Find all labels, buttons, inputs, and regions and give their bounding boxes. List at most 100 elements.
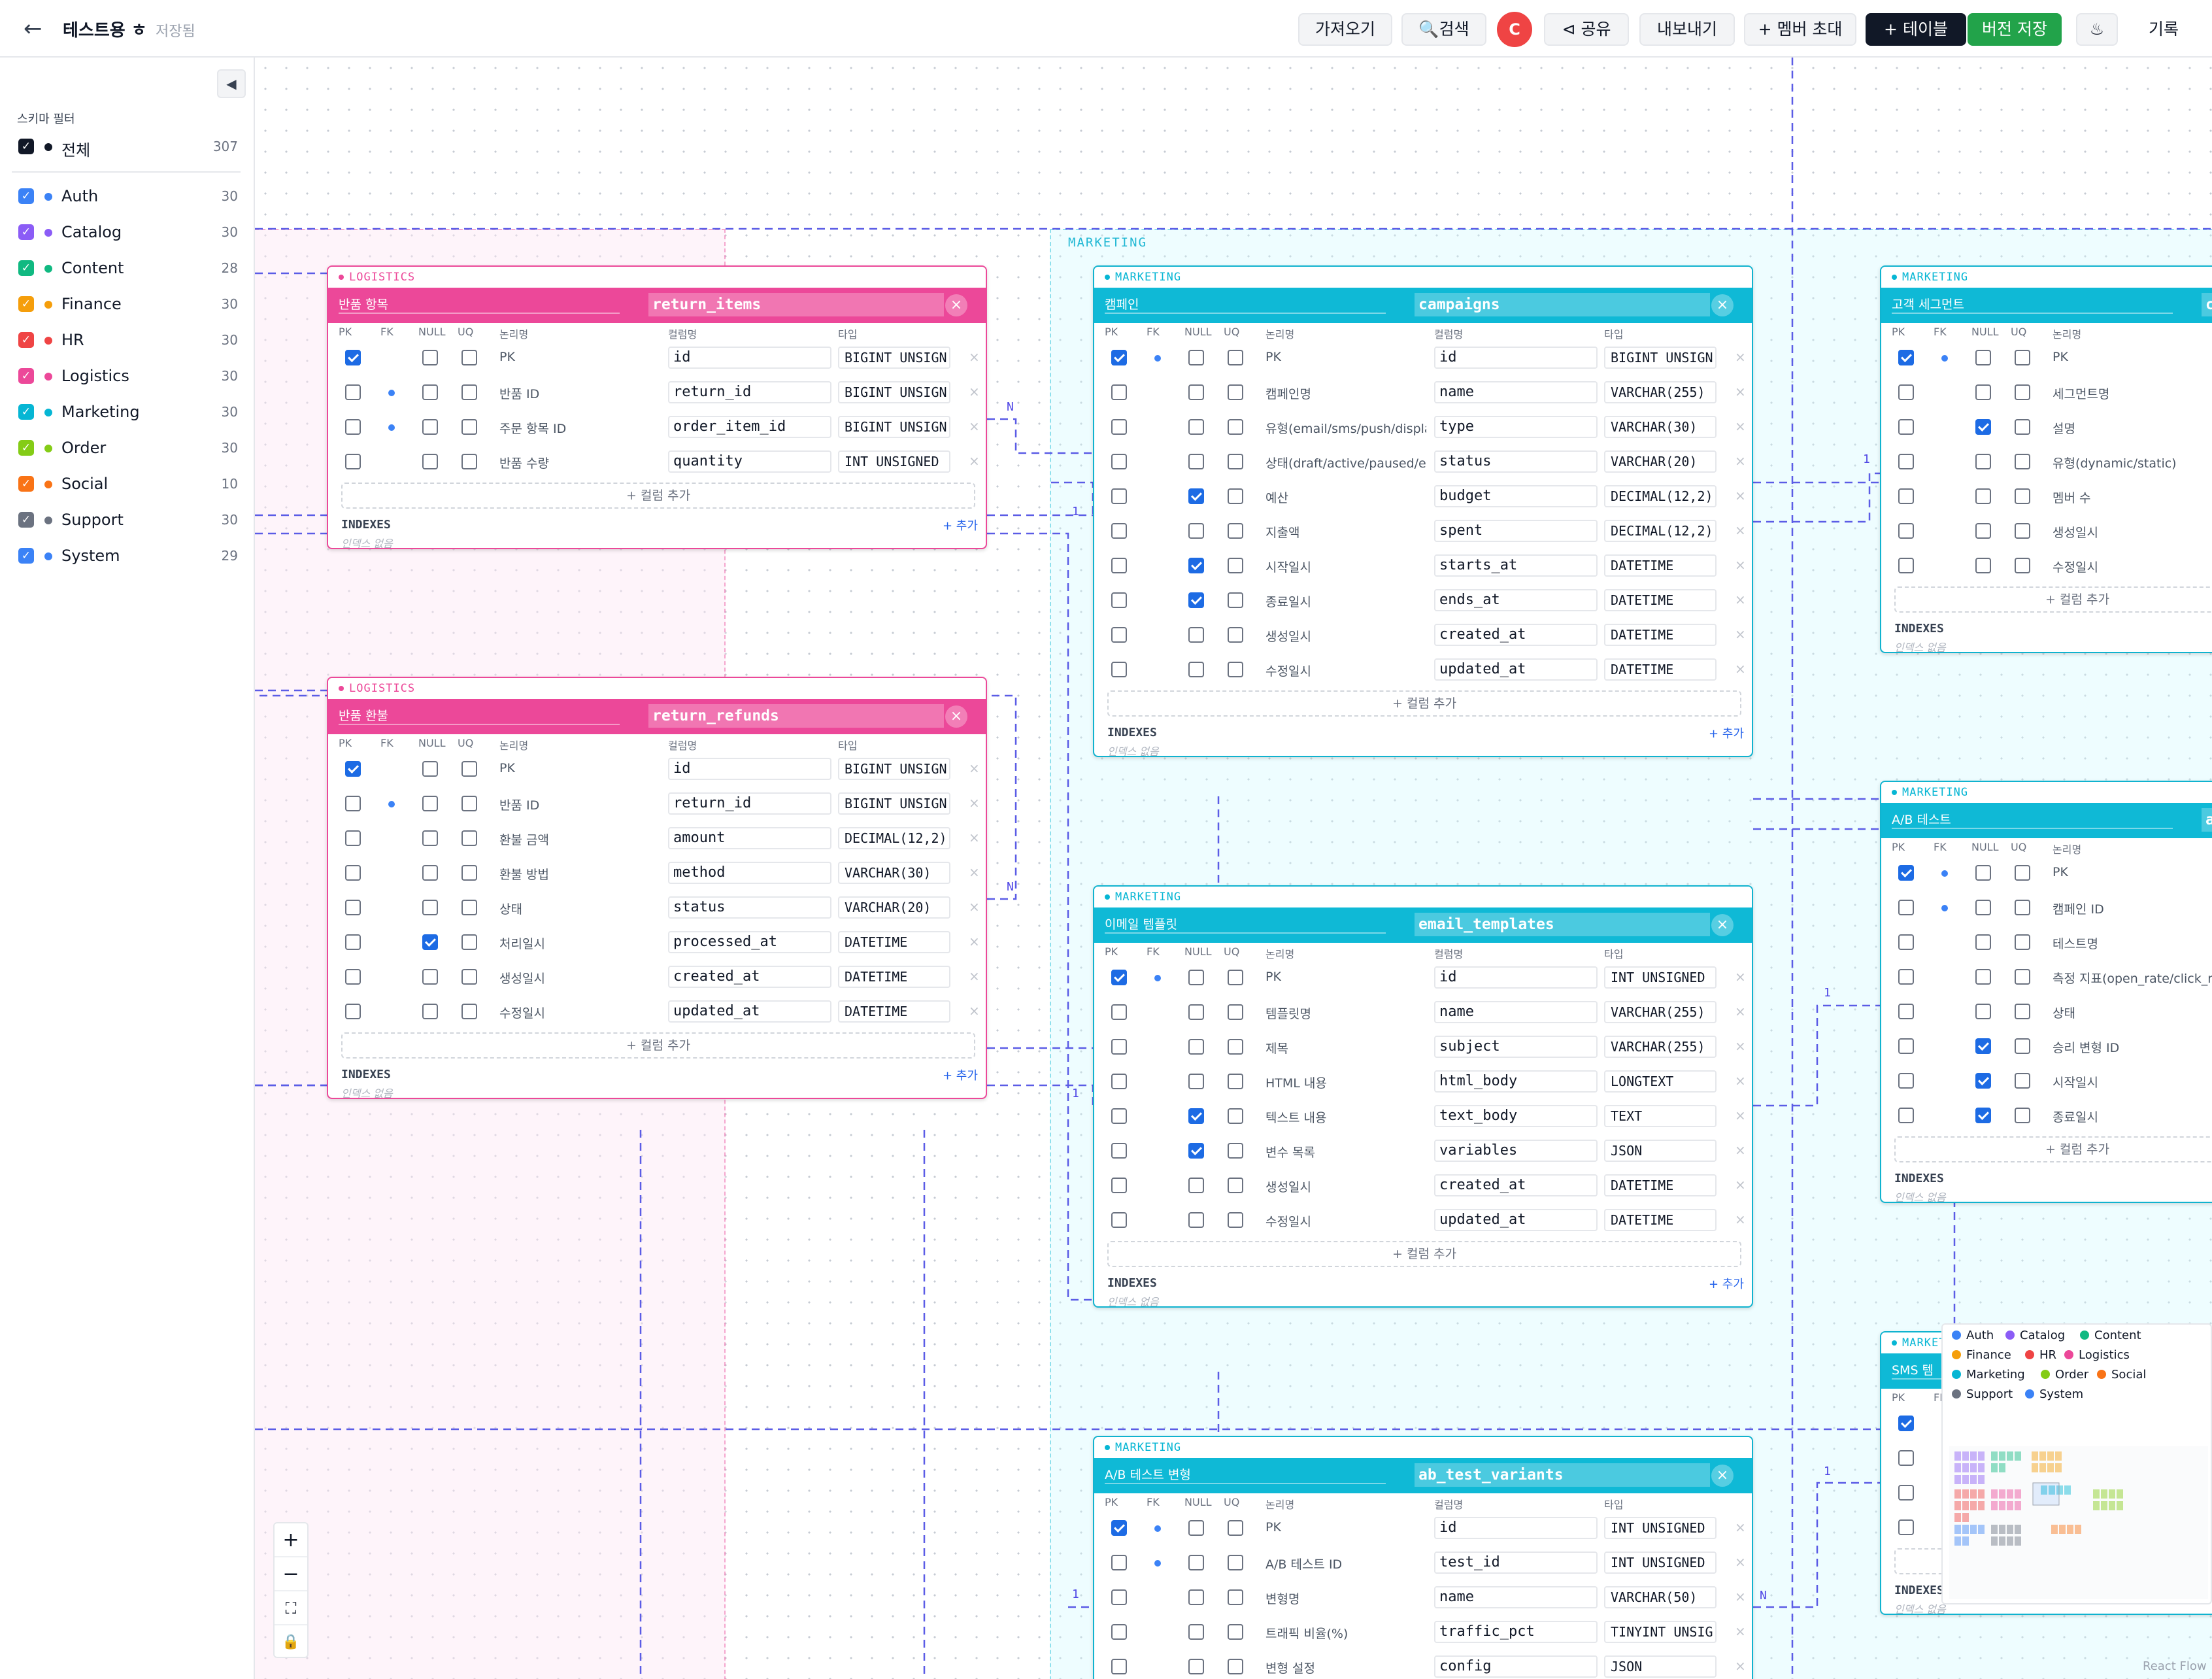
delete-column-icon[interactable]: × bbox=[1735, 1519, 1746, 1535]
delete-column-icon[interactable]: × bbox=[969, 934, 980, 949]
table-card-campaigns[interactable]: MARKETING 캠페인 campaigns × PK FK NULL UQ 논리명 컬럼명 타입… bbox=[1093, 265, 1753, 757]
fit-view-icon[interactable]: ⛶ bbox=[275, 1591, 307, 1625]
check-icon[interactable]: ✓ bbox=[18, 296, 34, 312]
pk-checkbox[interactable] bbox=[345, 830, 361, 846]
pk-checkbox[interactable] bbox=[1111, 1589, 1127, 1605]
null-checkbox[interactable] bbox=[422, 796, 438, 811]
delete-column-icon[interactable]: × bbox=[969, 864, 980, 880]
column-row[interactable]: PK id BIGINT UNSIGN × bbox=[328, 751, 986, 786]
column-name-input[interactable]: spent bbox=[1434, 520, 1598, 542]
pk-checkbox[interactable] bbox=[1898, 969, 1914, 985]
pk-checkbox[interactable] bbox=[345, 454, 361, 469]
column-logical-name[interactable]: 지출액 bbox=[1265, 526, 1300, 540]
sidebar-item-marketing[interactable]: ✓ Marketing 30 bbox=[18, 398, 238, 426]
column-name-input[interactable]: updated_at bbox=[1434, 658, 1598, 681]
column-logical-name[interactable]: 세그먼트명 bbox=[2053, 387, 2110, 401]
column-row[interactable]: PK id BIGINT UNSIGN × bbox=[1094, 340, 1752, 375]
column-type-select[interactable]: DECIMAL(12,2) bbox=[1604, 485, 1717, 507]
column-name-input[interactable]: quantity bbox=[668, 450, 831, 473]
column-name-input[interactable]: id bbox=[1434, 347, 1598, 369]
null-checkbox[interactable] bbox=[1188, 1178, 1204, 1193]
uq-checkbox[interactable] bbox=[1228, 1039, 1243, 1055]
column-logical-name[interactable]: 설명 bbox=[2053, 422, 2075, 436]
column-name-input[interactable]: name bbox=[1434, 1586, 1598, 1608]
relationship-edge[interactable] bbox=[1753, 1482, 1880, 1608]
uq-checkbox[interactable] bbox=[461, 865, 477, 881]
column-row[interactable]: 시작일시 starts_at DATETIME × bbox=[1094, 548, 1752, 583]
column-type-select[interactable]: DATETIME bbox=[838, 1000, 950, 1023]
history-button[interactable]: 기록 bbox=[2130, 13, 2198, 46]
column-row[interactable]: 환불 방법 method VARCHAR(30) × bbox=[328, 855, 986, 890]
pk-checkbox[interactable] bbox=[345, 865, 361, 881]
pk-checkbox[interactable] bbox=[345, 419, 361, 435]
column-row[interactable]: 테스트명 bbox=[1881, 924, 2212, 959]
column-row[interactable]: 유형(dynamic/static) bbox=[1881, 444, 2212, 479]
column-row[interactable]: 환불 금액 amount DECIMAL(12,2) × bbox=[328, 821, 986, 855]
column-name-input[interactable]: type bbox=[1434, 416, 1598, 438]
pk-checkbox[interactable] bbox=[1898, 865, 1914, 881]
pk-checkbox[interactable] bbox=[1111, 1074, 1127, 1089]
column-type-select[interactable]: TINYINT UNSIG bbox=[1604, 1621, 1717, 1643]
close-icon[interactable]: × bbox=[1711, 294, 1734, 316]
column-name-input[interactable]: id bbox=[1434, 1517, 1598, 1539]
uq-checkbox[interactable] bbox=[461, 419, 477, 435]
uq-checkbox[interactable] bbox=[2015, 1108, 2030, 1123]
uq-checkbox[interactable] bbox=[2015, 350, 2030, 365]
uq-checkbox[interactable] bbox=[461, 1004, 477, 1019]
column-type-select[interactable]: DATETIME bbox=[1604, 1209, 1717, 1231]
table-logical-name[interactable]: A/B 테스트 bbox=[1892, 811, 2173, 829]
column-row[interactable]: PK bbox=[1881, 340, 2212, 375]
column-name-input[interactable]: budget bbox=[1434, 485, 1598, 507]
delete-column-icon[interactable]: × bbox=[969, 384, 980, 399]
null-checkbox[interactable] bbox=[1975, 1038, 1991, 1054]
minimap[interactable]: Auth Catalog Content Finance HR Logistics Mark… bbox=[1941, 1323, 2212, 1604]
uq-checkbox[interactable] bbox=[1228, 627, 1243, 643]
column-logical-name[interactable]: 생성일시 bbox=[499, 972, 545, 986]
column-logical-name[interactable]: HTML 내용 bbox=[1265, 1076, 1327, 1091]
column-name-input[interactable]: status bbox=[668, 896, 831, 919]
column-logical-name[interactable]: 생성일시 bbox=[2053, 526, 2098, 540]
column-logical-name[interactable]: 승리 변형 ID bbox=[2053, 1041, 2120, 1055]
column-name-input[interactable]: created_at bbox=[668, 966, 831, 988]
column-row[interactable]: 캠페인 ID bbox=[1881, 890, 2212, 924]
uq-checkbox[interactable] bbox=[2015, 1073, 2030, 1089]
delete-column-icon[interactable]: × bbox=[1735, 1108, 1746, 1123]
delete-column-icon[interactable]: × bbox=[1735, 1142, 1746, 1158]
column-name-input[interactable]: config bbox=[1434, 1655, 1598, 1678]
null-checkbox[interactable] bbox=[1188, 1004, 1204, 1020]
column-logical-name[interactable]: 생성일시 bbox=[1265, 630, 1311, 644]
invite-member-button[interactable]: + 멤버 초대 bbox=[1744, 13, 1856, 46]
null-checkbox[interactable] bbox=[1188, 1555, 1204, 1570]
minimap-viewport[interactable] bbox=[2032, 1482, 2060, 1506]
column-name-input[interactable]: return_id bbox=[668, 381, 831, 403]
column-logical-name[interactable]: 측정 지표(open_rate/click_ra bbox=[2053, 972, 2212, 986]
column-type-select[interactable]: VARCHAR(30) bbox=[1604, 416, 1717, 438]
column-row[interactable]: 제목 subject VARCHAR(255) × bbox=[1094, 1029, 1752, 1064]
column-name-input[interactable]: html_body bbox=[1434, 1070, 1598, 1093]
column-name-input[interactable]: text_body bbox=[1434, 1105, 1598, 1127]
column-logical-name[interactable]: 유형(dynamic/static) bbox=[2053, 456, 2177, 471]
search-button[interactable]: 🔍검색 bbox=[1401, 13, 1486, 46]
uq-checkbox[interactable] bbox=[2015, 523, 2030, 539]
delete-column-icon[interactable]: × bbox=[1735, 384, 1746, 399]
column-row[interactable]: PK bbox=[1881, 855, 2212, 890]
pk-checkbox[interactable] bbox=[1111, 627, 1127, 643]
column-type-select[interactable]: BIGINT UNSIGN bbox=[838, 758, 950, 780]
pk-checkbox[interactable] bbox=[1111, 970, 1127, 985]
column-type-select[interactable]: DATETIME bbox=[1604, 1174, 1717, 1196]
column-row[interactable]: A/B 테스트 ID test_id INT UNSIGNED × bbox=[1094, 1545, 1752, 1580]
uq-checkbox[interactable] bbox=[2015, 1038, 2030, 1054]
uq-checkbox[interactable] bbox=[1228, 1589, 1243, 1605]
column-row[interactable]: 처리일시 processed_at DATETIME × bbox=[328, 924, 986, 959]
null-checkbox[interactable] bbox=[1188, 1108, 1204, 1124]
null-checkbox[interactable] bbox=[1188, 523, 1204, 539]
add-index-button[interactable]: + 추가 bbox=[1709, 727, 1744, 741]
null-checkbox[interactable] bbox=[1975, 969, 1991, 985]
pk-checkbox[interactable] bbox=[1111, 454, 1127, 469]
column-logical-name[interactable]: PK bbox=[1265, 350, 1281, 364]
sidebar-item-order[interactable]: ✓ Order 30 bbox=[18, 433, 238, 462]
column-logical-name[interactable]: 종료일시 bbox=[1265, 595, 1311, 609]
column-row[interactable]: 지출액 spent DECIMAL(12,2) × bbox=[1094, 513, 1752, 548]
close-icon[interactable]: × bbox=[945, 705, 967, 728]
close-icon[interactable]: × bbox=[1711, 914, 1734, 936]
